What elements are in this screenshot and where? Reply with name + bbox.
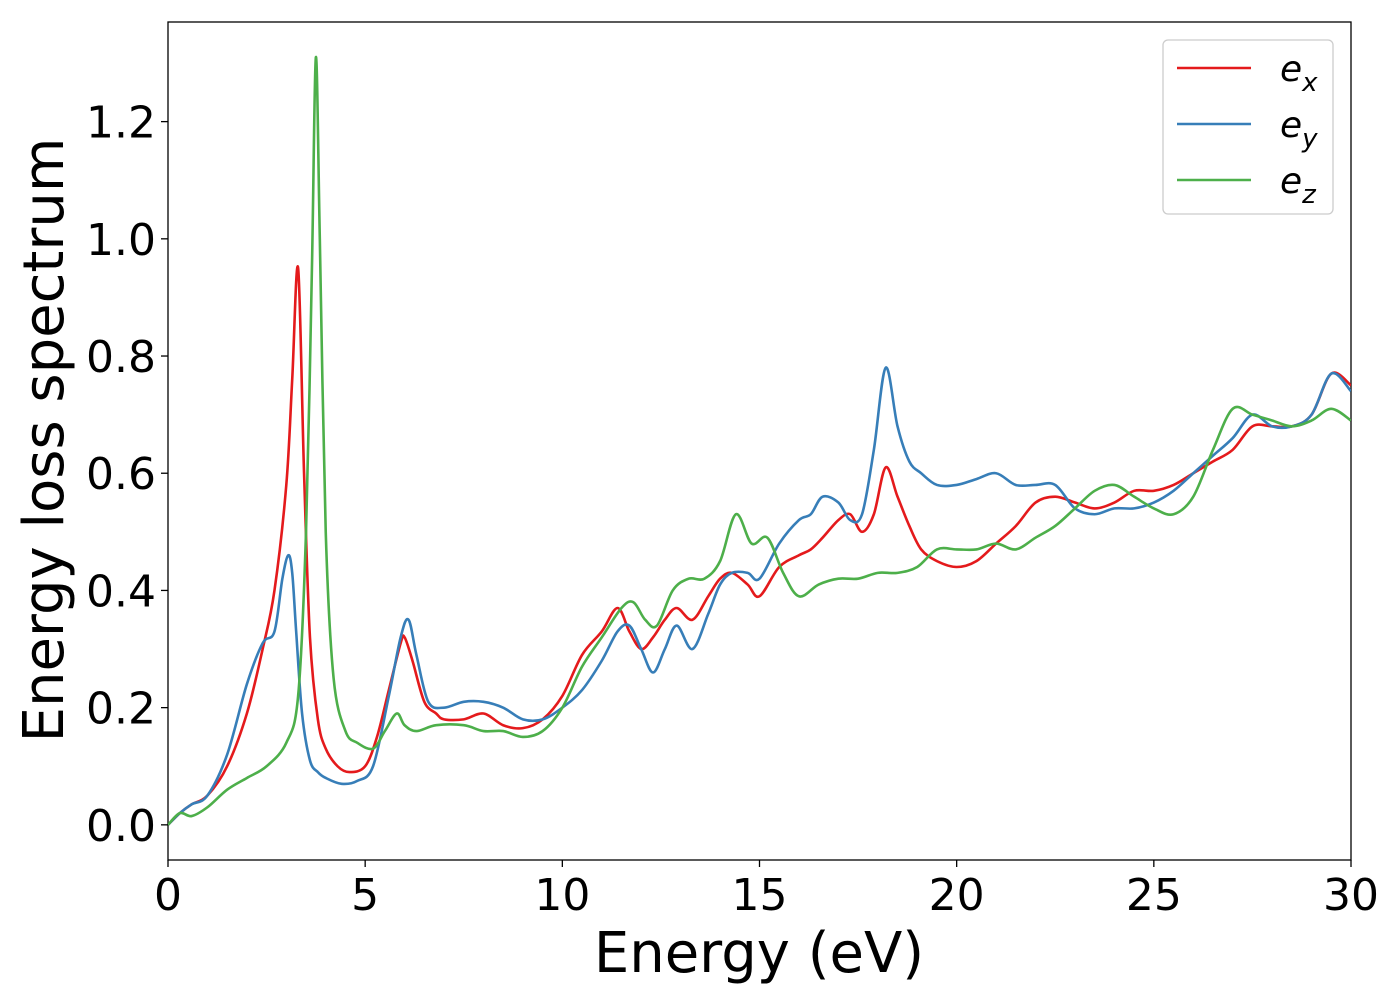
x-tick-label: 0 (154, 870, 182, 921)
x-tick-label: 25 (1126, 870, 1182, 921)
legend: ex ey ez (1162, 39, 1334, 215)
y-tick-label: 0.0 (86, 801, 156, 852)
y-tick-label: 0.2 (86, 684, 156, 735)
x-tick-label: 15 (732, 870, 788, 921)
series-layer (168, 55, 1351, 826)
y-tick-label: 1.0 (86, 215, 156, 266)
x-tick-label: 10 (534, 870, 590, 921)
y-tick-label: 0.8 (86, 332, 156, 383)
x-axis-title: Energy (eV) (594, 921, 924, 986)
series-line-e-z (168, 55, 1351, 826)
y-tick-label: 0.6 (86, 449, 156, 500)
series-line-e-y (168, 366, 1351, 826)
legend-box (1162, 39, 1334, 215)
y-axis: 0.0 0.2 0.4 0.6 0.8 1.0 1.2 (86, 98, 168, 852)
y-tick-label: 1.2 (86, 98, 156, 149)
x-axis: 0 5 10 15 20 25 30 (154, 860, 1379, 921)
x-tick-label: 20 (929, 870, 985, 921)
legend-label: ey (1280, 105, 1318, 154)
legend-label: ez (1280, 161, 1317, 210)
y-tick-label: 0.4 (86, 566, 156, 617)
series-line-e-x (168, 265, 1351, 826)
y-axis-title: Energy loss spectrum (12, 138, 77, 743)
legend-label: ex (1280, 49, 1318, 98)
x-tick-label: 5 (351, 870, 379, 921)
x-tick-label: 30 (1323, 870, 1379, 921)
